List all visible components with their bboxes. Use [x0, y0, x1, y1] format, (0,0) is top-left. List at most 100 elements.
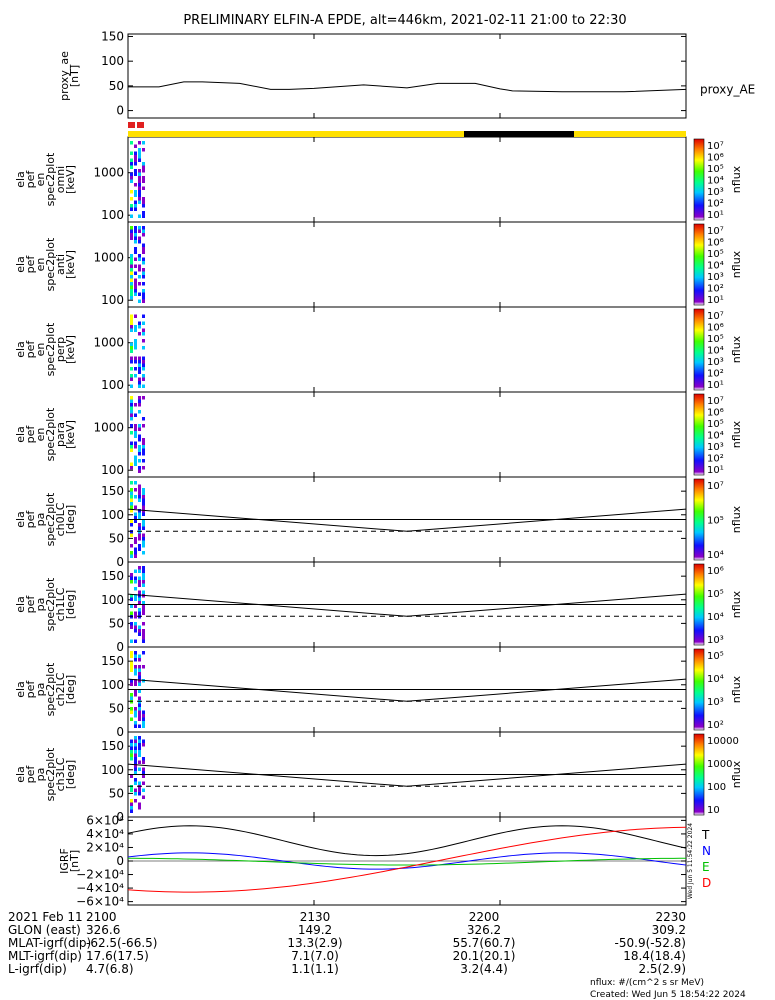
spectrogram-cell [130, 523, 133, 527]
colorbar-tick-label: 10⁵ [707, 651, 724, 662]
spectrogram-cell [142, 739, 145, 743]
spectrogram-cell [134, 781, 137, 785]
spectrogram-cell [134, 325, 137, 329]
panel-frame [127, 136, 687, 223]
spectrogram-cell [138, 491, 141, 495]
ylabel-line: [keV] [64, 420, 77, 449]
spectrogram-cell [130, 799, 133, 803]
colorbar-tick-label: 10⁴ [707, 176, 724, 187]
units-note: nflux: #/(cm^2 s sr MeV) [590, 978, 704, 988]
colorbar [693, 138, 705, 221]
spectrogram-cell [130, 580, 133, 584]
spectrogram-cell [138, 668, 141, 672]
spectrogram-cell [138, 611, 141, 615]
colorbar-tick-label: 10⁴ [707, 612, 724, 623]
spectrogram-cell [138, 682, 141, 686]
spectrogram-cell [142, 250, 145, 254]
colorbar-tick-label: 10¹ [707, 380, 724, 391]
spectrogram-cell [142, 271, 145, 275]
spectrogram-cell [142, 466, 145, 470]
colorbar-tick-label: 10⁴ [707, 261, 724, 272]
ylabel-line: ela [14, 681, 27, 698]
spectrogram-cell [138, 452, 141, 456]
ylabel-line: ela [14, 256, 27, 273]
spectrogram-cell [130, 165, 133, 169]
spectrogram-cell [142, 498, 145, 502]
spectrogram-cell [142, 611, 145, 615]
spectrogram-cell [138, 802, 141, 806]
spectrogram-cell [138, 654, 141, 658]
spectrogram-cell [138, 608, 141, 612]
ylabel-line: ch3LC [54, 757, 67, 791]
ytick-label: 0 [116, 725, 124, 739]
spectrogram-cell [134, 183, 137, 187]
spectrogram-cell [138, 753, 141, 757]
ytick-label: 50 [109, 79, 124, 93]
spectrogram-cell [142, 710, 145, 714]
ytick-label: 100 [101, 54, 124, 68]
spectrogram-cell [138, 739, 141, 743]
colorbar-tick-label: 10⁶ [707, 238, 724, 249]
spectrogram-cell [138, 377, 141, 381]
footer-value: 326.6 [86, 923, 120, 937]
spectrogram-cell [130, 753, 133, 757]
spectrogram-cells [130, 226, 145, 303]
spectrogram-cell [130, 403, 133, 407]
panel-IGRF: IGRF[nT]6×10⁴4×10⁴2×10⁴0−2×10⁴−4×10⁴−6×1… [58, 813, 711, 908]
spectrogram-cell [134, 459, 137, 463]
spectrogram-cell [130, 551, 133, 555]
colorbar-tick-label: 10² [707, 720, 724, 731]
spectrogram-cell [138, 569, 141, 573]
spectrogram-cell [130, 743, 133, 747]
ylabel-line: ela [14, 171, 27, 188]
spectrogram-cells [130, 314, 145, 388]
spectrogram-cell [138, 597, 141, 601]
spectrogram-cell [138, 672, 141, 676]
ytick-label: 150 [101, 29, 124, 43]
footer-value: 2200 [469, 910, 500, 924]
colorbar-tick-label: 10¹ [707, 210, 724, 221]
ylabel-line: ela [14, 766, 27, 783]
ylabel-line: en [34, 173, 47, 187]
ytick-label: 150 [101, 569, 124, 583]
spectrogram-cell [138, 696, 141, 700]
spectrogram-cell [134, 233, 137, 237]
spectrogram-cell [138, 434, 141, 438]
spectrogram-cell [142, 788, 145, 792]
footer-value: 4.7(6.8) [86, 962, 134, 976]
panel-proxy_ae: proxy_ae[nT] 150 100 50 0 proxy_AE [58, 29, 755, 119]
panel-frame [127, 306, 687, 393]
ylabel-line: spec2plot [44, 322, 57, 376]
spectrogram-cell [142, 186, 145, 190]
spectrogram-cell [130, 495, 133, 499]
spectrogram-cell [130, 594, 133, 598]
ytick-label: 100 [101, 593, 124, 607]
spectrogram-cell [138, 384, 141, 388]
spectrogram-cell [134, 714, 137, 718]
spectrogram-cell [134, 236, 137, 240]
spectrogram-cell [142, 488, 145, 492]
spectrogram-cell [130, 296, 133, 300]
science-marker-1 [128, 122, 135, 128]
ytick-label: 1000 [93, 166, 124, 180]
spectrogram-cell [142, 229, 145, 233]
colorbar-tick-label: 10³ [707, 697, 724, 708]
spectrogram-cell [134, 743, 137, 747]
spectrogram-cell [138, 179, 141, 183]
spectrogram-cell [130, 384, 133, 388]
ytick-label: 0 [116, 640, 124, 654]
spectrogram-cell [134, 278, 137, 282]
spectrogram-cell [142, 576, 145, 580]
spectrogram-cell [130, 325, 133, 329]
spectrogram-cell [134, 764, 137, 768]
spectrogram-cell [134, 169, 137, 173]
spectrogram-cell [130, 233, 133, 237]
colorbar-tick-label: 10⁶ [707, 408, 724, 419]
spectrogram-cell [142, 757, 145, 761]
spectrogram-cell [134, 445, 137, 449]
colorbar-tick-label: 10⁷ [707, 396, 724, 407]
ytick-label: 150 [101, 654, 124, 668]
spectrogram-cell [142, 211, 145, 215]
